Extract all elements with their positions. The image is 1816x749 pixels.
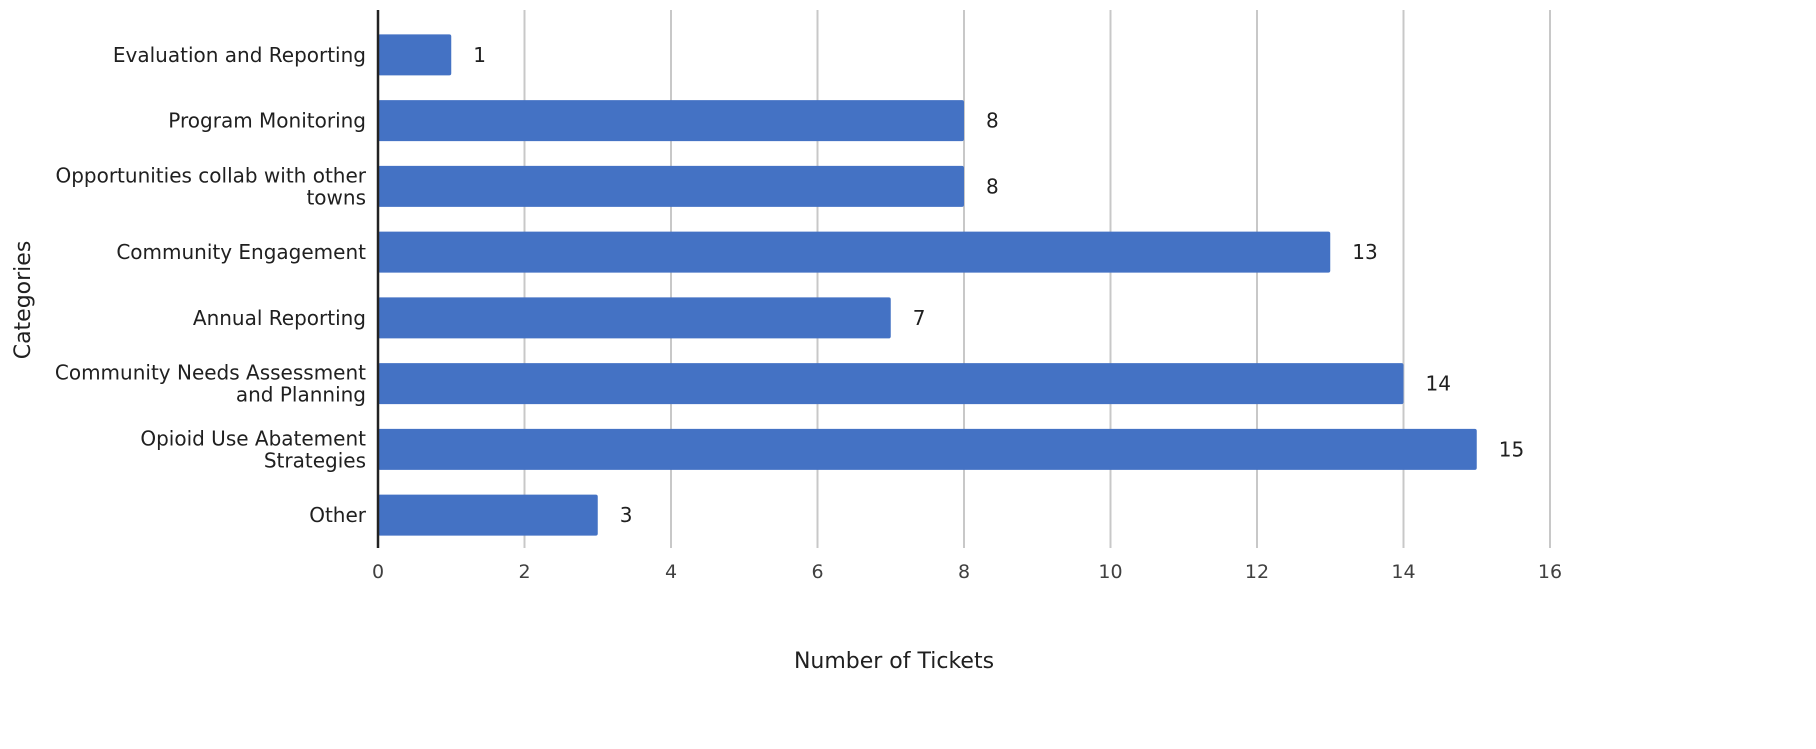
- category-label: Annual Reporting: [193, 306, 366, 330]
- data-label: 14: [1426, 372, 1451, 396]
- x-axis-ticks: 0 2 4 6 8 10 12 14 16: [372, 561, 1562, 583]
- x-tick-label: 4: [665, 561, 677, 583]
- x-axis-title: Number of Tickets: [794, 649, 994, 674]
- bar: [378, 100, 964, 142]
- gridlines: [523, 10, 1551, 548]
- data-label: 8: [986, 109, 999, 133]
- bar: [378, 363, 1404, 405]
- category-label: Community Needs Assessment and Planning: [55, 361, 366, 407]
- bar: [378, 428, 1477, 470]
- category-label: Community Engagement: [116, 240, 366, 264]
- x-tick-label: 2: [518, 561, 530, 583]
- x-tick-label: 10: [1098, 561, 1122, 583]
- bar: [378, 165, 964, 207]
- data-label: 13: [1352, 240, 1377, 264]
- x-tick-label: 14: [1391, 561, 1415, 583]
- x-tick-label: 0: [372, 561, 384, 583]
- data-label: 15: [1499, 437, 1524, 461]
- data-labels: 1 8 8 13 7 14 15 3: [473, 43, 1524, 527]
- data-label: 3: [620, 503, 633, 527]
- x-tick-label: 6: [811, 561, 823, 583]
- bar: [378, 494, 598, 536]
- category-label: Program Monitoring: [168, 109, 366, 133]
- x-tick-label: 16: [1538, 561, 1562, 583]
- data-label: 8: [986, 174, 999, 198]
- category-label: Opioid Use Abatement Strategies: [140, 426, 366, 472]
- x-tick-label: 12: [1245, 561, 1269, 583]
- category-labels: Evaluation and Reporting Program Monitori…: [55, 43, 367, 527]
- data-label: 7: [913, 306, 926, 330]
- bars: [378, 34, 1477, 536]
- category-label: Opportunities collab with other towns: [55, 163, 366, 209]
- category-label: Evaluation and Reporting: [113, 43, 366, 67]
- bar: [378, 297, 891, 339]
- bar: [378, 231, 1331, 273]
- category-label: Other: [309, 503, 367, 527]
- data-label: 1: [473, 43, 486, 67]
- y-axis-title: Categories: [11, 241, 36, 360]
- bar: [378, 34, 452, 76]
- x-tick-label: 8: [958, 561, 970, 583]
